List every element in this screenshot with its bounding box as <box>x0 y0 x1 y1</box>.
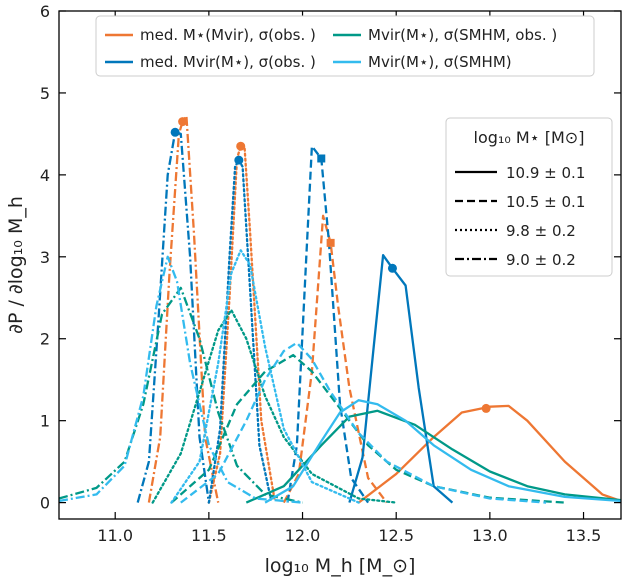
method-legend-box <box>95 15 595 77</box>
y-tick-label: 0 <box>40 494 50 513</box>
median-marker-orange-dashdot <box>178 117 188 127</box>
mass-legend-label-1: 10.9 ± 0.1 <box>506 164 585 182</box>
method-legend-label-4: Mvir(M⋆), σ(SMHM) <box>368 53 512 71</box>
y-tick-label: 5 <box>40 84 50 103</box>
y-tick-label: 4 <box>40 166 50 185</box>
mass-legend: log₁₀ M⋆ [M⊙] 10.9 ± 0.1 10.5 ± 0.1 9.8 … <box>445 117 613 277</box>
median-marker-dark-blue-dashdot <box>170 127 180 137</box>
mass-legend-label-4: 9.0 ± 0.2 <box>506 251 576 269</box>
series-orange-solid <box>358 404 621 504</box>
method-legend-label-2: med. Mvir(M⋆), σ(obs. ) <box>140 53 316 71</box>
plot-frame <box>58 10 622 520</box>
x-axis-label: log₁₀ M_h [M_⊙] <box>265 555 416 577</box>
mass-legend-label-3: 9.8 ± 0.2 <box>506 222 576 240</box>
x-tick-label: 12.0 <box>285 526 321 545</box>
y-tick-label: 6 <box>40 2 50 21</box>
y-tick-label: 1 <box>40 412 50 431</box>
median-marker-orange-dotted <box>236 141 246 151</box>
series-light-blue-solid <box>264 399 621 504</box>
y-tick-label: 2 <box>40 330 50 349</box>
x-tick-label: 11.5 <box>191 526 227 545</box>
mass-legend-box <box>445 117 613 277</box>
median-marker-orange-dashed <box>326 238 335 247</box>
method-legend: med. M⋆(Mvir), σ(obs. ) med. Mvir(M⋆), σ… <box>95 15 595 77</box>
series-teal-solid <box>245 409 621 504</box>
method-legend-label-1: med. M⋆(Mvir), σ(obs. ) <box>140 26 316 44</box>
series-teal-dashdot <box>59 286 303 504</box>
series-dark-blue-dashed <box>286 145 370 504</box>
y-tick-label: 3 <box>40 248 50 267</box>
series-light-blue-dashdot <box>59 255 303 504</box>
median-marker-dark-blue-dashed <box>317 154 326 163</box>
median-marker-dark-blue-dotted <box>234 155 244 165</box>
series-layer <box>59 114 621 504</box>
series-orange-dashdot <box>147 114 220 503</box>
method-legend-label-3: Mvir(M⋆), σ(SMHM, obs. ) <box>368 26 557 44</box>
series-teal-dotted <box>151 308 398 504</box>
mass-legend-title: log₁₀ M⋆ [M⊙] <box>474 128 585 147</box>
series-light-blue-dotted <box>170 249 360 504</box>
series-teal-dashed <box>170 353 565 504</box>
x-tick-label: 12.5 <box>378 526 414 545</box>
series-dark-blue-dashdot <box>136 131 211 503</box>
median-marker-dark-blue-solid <box>387 263 397 273</box>
x-tick-label: 13.0 <box>472 526 508 545</box>
x-tick-label: 13.5 <box>566 526 602 545</box>
median-marker-orange-solid <box>481 403 491 413</box>
series-orange-dotted <box>207 145 276 504</box>
marker-layer <box>170 117 491 413</box>
x-tick-label: 11.0 <box>97 526 133 545</box>
mass-legend-label-2: 10.5 ± 0.1 <box>506 193 585 211</box>
y-axis-label: ∂P / ∂log₁₀ M_h <box>5 196 27 334</box>
